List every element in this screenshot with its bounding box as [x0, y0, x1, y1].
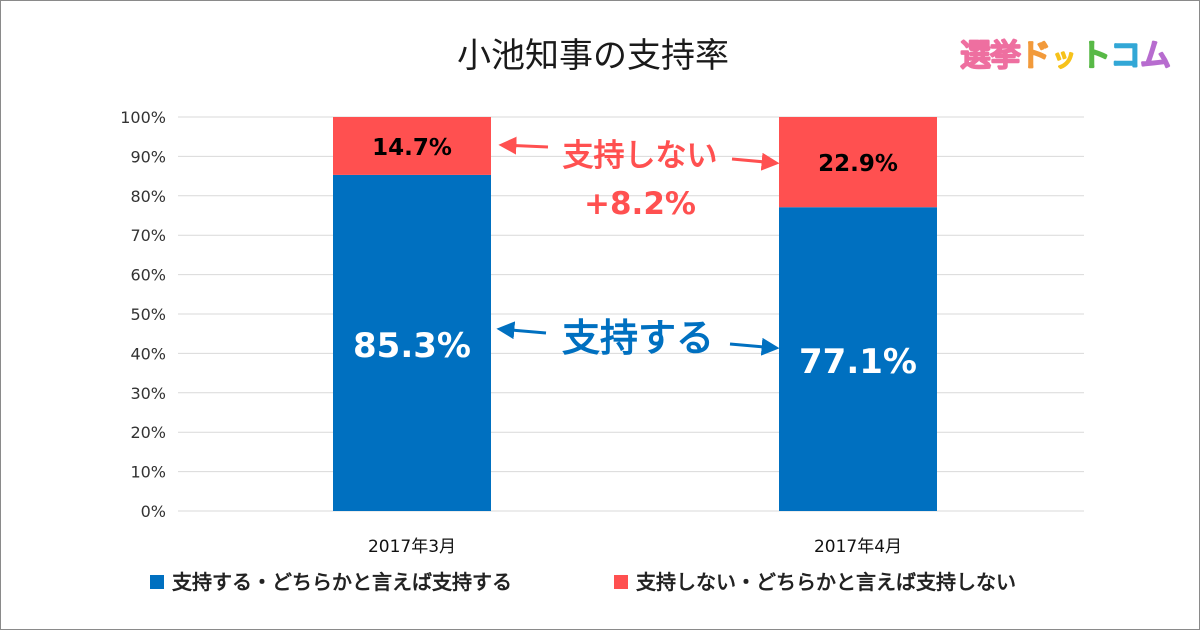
logo-char: ド [1020, 38, 1051, 74]
bars: 85.3% 14.7% 77.1% 22.9% [333, 117, 937, 511]
logo-char: 挙 [990, 38, 1021, 74]
support-label: 支持する [562, 316, 714, 360]
y-tick-label: 50% [130, 305, 166, 324]
support-arrow-right [729, 337, 780, 356]
y-tick-label: 100% [120, 108, 166, 127]
not-support-arrow-right [731, 152, 780, 171]
y-tick-label: 70% [130, 226, 166, 245]
y-tick-label: 80% [130, 187, 166, 206]
y-tick-label: 10% [130, 463, 166, 482]
y-tick-label: 30% [130, 384, 166, 403]
legend: 支持する・どちらかと言えば支持する 支持しない・どちらかと言えば支持しない [150, 570, 1016, 594]
logo-char: ッ [1052, 44, 1076, 72]
legend-swatch [614, 575, 628, 589]
support-arrow-left [496, 321, 547, 340]
site-logo: 選挙ドットコム [959, 37, 1171, 74]
data-label: 22.9% [818, 151, 898, 177]
chart-title: 小池知事の支持率 [457, 36, 729, 76]
y-tick-label: 0% [141, 502, 166, 521]
not-support-change: +8.2% [584, 186, 696, 222]
bar-segment [333, 174, 491, 511]
support-annotation: 支持する [496, 316, 780, 360]
not-support-arrow-left [498, 136, 549, 155]
logo-char: ト [1080, 38, 1111, 74]
not-support-label: 支持しない [563, 138, 718, 174]
bar-segment [779, 117, 937, 208]
x-axis-ticks: 2017年3月 2017年4月 [368, 537, 902, 557]
x-tick-label: 2017年4月 [814, 537, 902, 557]
y-tick-label: 40% [130, 344, 166, 363]
x-tick-label: 2017年3月 [368, 537, 456, 557]
logo-char: ム [1140, 38, 1171, 74]
y-axis-ticks: 0% 10% 20% 30% 40% 50% 60% 70% 80% 90% 100% [120, 108, 166, 521]
data-label: 85.3% [353, 326, 471, 366]
data-label: 77.1% [799, 342, 917, 382]
legend-swatch [150, 575, 164, 589]
y-tick-label: 90% [130, 147, 166, 166]
bar-segment [779, 207, 937, 511]
y-tick-label: 60% [130, 266, 166, 285]
legend-label: 支持しない・どちらかと言えば支持しない [636, 570, 1016, 594]
logo-char: 選 [960, 38, 991, 74]
not-support-annotation: 支持しない +8.2% [498, 136, 780, 222]
data-label: 14.7% [372, 135, 452, 161]
legend-label: 支持する・どちらかと言えば支持する [172, 570, 512, 594]
bar-segment [333, 117, 491, 175]
logo-char: コ [1110, 38, 1141, 74]
y-tick-label: 20% [130, 423, 166, 442]
gridlines [178, 116, 1084, 512]
